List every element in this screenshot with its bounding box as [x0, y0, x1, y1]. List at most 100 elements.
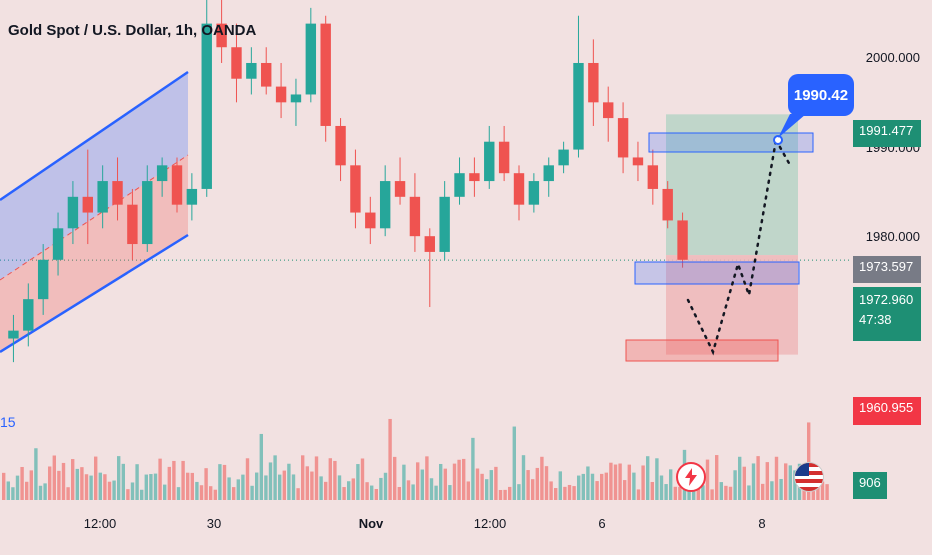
candle-body [305, 23, 317, 95]
candle-body [365, 212, 376, 229]
volume-bar [204, 468, 208, 500]
volume-bar [673, 486, 677, 500]
volume-bar [724, 485, 728, 500]
bar-countdown: 47:38 [859, 312, 892, 327]
candle-body [484, 141, 495, 182]
volume-bar [586, 466, 590, 500]
channel-mid-line [0, 154, 189, 281]
volume-bar [103, 474, 107, 500]
volume-bar [475, 468, 480, 500]
volume-bar [38, 485, 43, 500]
volume-bar [526, 470, 530, 500]
volume-tag: 906 [853, 472, 887, 499]
volume-bar [236, 479, 240, 500]
volume-bar [112, 480, 116, 500]
candle-body [52, 228, 64, 260]
volume-bar [268, 462, 273, 500]
volume-bar [439, 463, 443, 500]
volume-bar [342, 487, 346, 500]
lightning-icon[interactable] [676, 462, 706, 492]
candle-body [498, 141, 510, 174]
volume-bar [544, 466, 549, 500]
volume-bar [494, 466, 498, 500]
volume-bar [48, 466, 52, 500]
volume-bar [393, 456, 397, 500]
candle-body [171, 165, 183, 205]
volume-bar [130, 482, 135, 500]
volume-bar [34, 448, 38, 500]
volume-bar [646, 456, 650, 500]
volume-bar [779, 478, 783, 500]
volume-bar [623, 480, 627, 500]
price-axis-label: 2000.000 [865, 50, 920, 65]
volume-bar [664, 484, 668, 500]
volume-bar [820, 481, 825, 500]
volume-bar [627, 464, 631, 500]
volume-bar [788, 465, 792, 500]
volume-bar [512, 426, 516, 500]
volume-bar [567, 484, 572, 500]
projection-target-bubble[interactable]: 1990.42 [788, 74, 854, 116]
volume-bar [301, 455, 305, 500]
volume-bar [590, 473, 595, 500]
candle-body [617, 118, 629, 158]
volume-bar [360, 458, 365, 500]
volume-bar [420, 469, 424, 500]
candle-body [573, 62, 584, 150]
volume-bar [485, 479, 489, 500]
candle-body [543, 165, 554, 182]
volume-bar [705, 459, 710, 500]
candle-body [677, 220, 688, 260]
volume-bar [213, 489, 217, 500]
volume-bar [57, 470, 61, 500]
volume-bar [738, 456, 742, 500]
volume-bar [61, 462, 66, 500]
volume-bar [324, 481, 328, 500]
volume-bar [232, 487, 236, 500]
time-axis-label: 12:00 [473, 516, 507, 531]
volume-bar [480, 473, 484, 500]
volume-bar [121, 463, 125, 500]
volume-bar [181, 460, 185, 500]
volume-bar [770, 481, 774, 500]
candle-body [662, 188, 673, 221]
volume-bar [43, 483, 47, 500]
candle-body [67, 196, 79, 229]
entry-price-tag: 1973.597 [853, 256, 921, 283]
volume-bar [296, 488, 300, 500]
us-flag-icon[interactable] [794, 462, 824, 492]
stop-loss-tag: 1960.955 [853, 397, 921, 425]
volume-bar [163, 484, 167, 500]
volume-bar [457, 459, 461, 500]
volume-bar [503, 489, 507, 500]
volume-bar [135, 464, 139, 500]
volume-bar [153, 473, 158, 500]
volume-bar [273, 455, 277, 500]
volume-bar [356, 464, 360, 500]
volume-bar [98, 472, 102, 500]
volume-bar [15, 475, 20, 500]
candle-body [142, 181, 153, 245]
candle-body [231, 47, 242, 79]
volume-indicator-label: 15 [0, 414, 16, 430]
volume-bar [719, 482, 723, 500]
volume-bar [581, 473, 585, 500]
current-price-tag: 1972.960 47:38 [853, 287, 921, 341]
volume-bar [287, 463, 291, 500]
candle-body [379, 181, 391, 229]
candle-body [127, 204, 138, 245]
candle-body [82, 196, 93, 213]
candle-body [394, 181, 406, 197]
volume-bar [425, 456, 429, 500]
volume-bar [751, 463, 756, 500]
resistance-box [648, 132, 814, 153]
volume-bar [756, 456, 760, 500]
volume-bar [241, 474, 245, 500]
volume-bar [558, 471, 562, 500]
volume-bar [172, 460, 176, 500]
volume-bar [149, 474, 153, 500]
volume-bar [609, 462, 613, 500]
volume-bar [374, 488, 378, 500]
